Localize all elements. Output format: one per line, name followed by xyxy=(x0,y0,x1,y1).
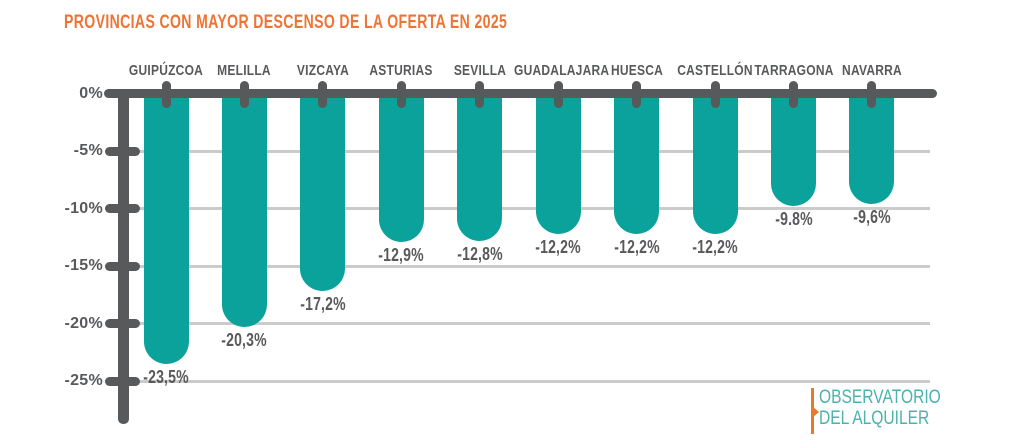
y-tick-label: -10% xyxy=(64,199,103,217)
bar xyxy=(535,92,581,234)
value-label: -12,2% xyxy=(692,236,738,257)
value-label: -20,3% xyxy=(221,329,268,350)
y-tick-label: -5% xyxy=(73,142,103,159)
category-label: HUESCA xyxy=(610,62,663,79)
y-tick-label: 0% xyxy=(79,84,103,102)
bar-peg xyxy=(396,81,406,108)
bar xyxy=(300,92,346,292)
value-label: -12,2% xyxy=(535,236,581,257)
bar xyxy=(143,92,189,364)
category-label: TARRAGONA xyxy=(753,62,834,79)
bar-peg xyxy=(632,81,642,108)
bar-peg xyxy=(239,81,249,108)
logo-line2: DEL ALQUILER xyxy=(819,408,930,429)
bar-peg xyxy=(789,81,799,108)
bar-peg xyxy=(161,81,171,108)
y-tick-mark xyxy=(105,376,140,386)
value-label: -9.8% xyxy=(774,209,813,230)
bar xyxy=(692,92,738,234)
y-axis-line xyxy=(118,92,129,424)
logo-line1: OBSERVATORIO xyxy=(819,387,941,408)
logo-text: OBSERVATORIO DEL ALQUILER xyxy=(819,387,941,429)
bar-peg xyxy=(710,81,720,108)
category-label: VIZCAYA xyxy=(296,62,349,79)
category-label: SEVILLA xyxy=(453,62,506,79)
category-label: NAVARRA xyxy=(842,62,902,79)
value-label: -17,2% xyxy=(300,294,346,315)
bar xyxy=(614,92,660,234)
category-label: GUIPÚZCOA xyxy=(128,62,204,79)
chart-title: PROVINCIAS CON MAYOR DESCENSO DE LA OFER… xyxy=(64,12,508,33)
category-label: MELILLA xyxy=(217,62,272,79)
y-tick-label: -25% xyxy=(64,372,103,389)
gridline xyxy=(126,149,930,153)
bar xyxy=(771,92,817,207)
y-tick-mark xyxy=(105,261,140,271)
gridline xyxy=(126,379,930,383)
y-tick-mark xyxy=(105,319,140,328)
category-label: GUADALAJARA xyxy=(514,62,610,79)
bar-peg xyxy=(475,81,485,108)
bar xyxy=(457,92,503,241)
bar-peg xyxy=(318,81,328,108)
logo-arrow-icon xyxy=(813,407,819,417)
y-tick-mark xyxy=(105,204,140,213)
bar xyxy=(221,92,267,327)
y-tick-label: -15% xyxy=(64,257,103,274)
gridline xyxy=(126,264,930,268)
category-label: CASTELLÓN xyxy=(677,62,753,79)
y-tick-label: -20% xyxy=(64,314,103,332)
value-label: -23,5% xyxy=(143,366,189,387)
bar xyxy=(849,92,895,204)
y-tick-mark xyxy=(105,146,140,156)
value-label: -12,2% xyxy=(613,236,660,257)
value-label: -12,8% xyxy=(457,243,503,264)
value-label: -12,9% xyxy=(378,244,425,265)
zero-axis-line xyxy=(104,89,937,98)
gridline xyxy=(126,207,930,210)
bar xyxy=(378,92,424,242)
gridline xyxy=(126,322,930,325)
bar-peg xyxy=(867,81,877,108)
bar-peg xyxy=(553,81,563,108)
category-label: ASTURIAS xyxy=(369,62,433,79)
value-label: -9,6% xyxy=(853,206,891,227)
logo-accent-bar xyxy=(811,388,814,434)
